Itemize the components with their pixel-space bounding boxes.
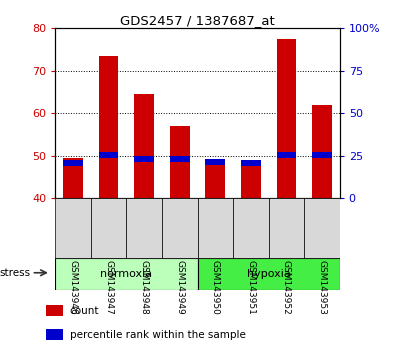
Text: count: count <box>70 306 99 316</box>
Bar <box>205 159 225 165</box>
Bar <box>55 258 198 290</box>
Bar <box>63 158 83 198</box>
Bar <box>198 198 233 258</box>
Text: normoxia: normoxia <box>100 269 152 279</box>
Bar <box>276 39 296 198</box>
Bar <box>162 198 198 258</box>
Text: GSM143949: GSM143949 <box>175 260 184 315</box>
Text: percentile rank within the sample: percentile rank within the sample <box>70 330 246 339</box>
Text: GSM143946: GSM143946 <box>69 260 77 315</box>
Bar <box>233 198 269 258</box>
Bar <box>55 198 91 258</box>
Bar <box>241 160 261 198</box>
Bar <box>269 198 304 258</box>
Bar <box>99 56 118 198</box>
Text: GSM143948: GSM143948 <box>140 260 149 315</box>
Text: GSM143953: GSM143953 <box>318 260 326 315</box>
Title: GDS2457 / 1387687_at: GDS2457 / 1387687_at <box>120 14 275 27</box>
Text: stress: stress <box>0 268 30 278</box>
Bar <box>304 198 340 258</box>
Text: GSM143950: GSM143950 <box>211 260 220 315</box>
Bar <box>205 164 225 198</box>
Bar <box>63 160 83 166</box>
Bar <box>312 152 332 158</box>
Text: GSM143947: GSM143947 <box>104 260 113 315</box>
Bar <box>134 156 154 162</box>
Bar <box>46 305 63 316</box>
Text: GSM143952: GSM143952 <box>282 260 291 315</box>
Bar <box>241 160 261 166</box>
Bar <box>134 94 154 198</box>
Bar <box>198 258 340 290</box>
Bar <box>126 198 162 258</box>
Text: hypoxia: hypoxia <box>247 269 290 279</box>
Bar <box>91 198 126 258</box>
Bar <box>170 126 190 198</box>
Bar <box>170 156 190 162</box>
Bar <box>46 329 63 341</box>
Bar <box>276 152 296 158</box>
Text: GSM143951: GSM143951 <box>246 260 255 315</box>
Bar <box>99 152 118 158</box>
Bar <box>312 105 332 198</box>
